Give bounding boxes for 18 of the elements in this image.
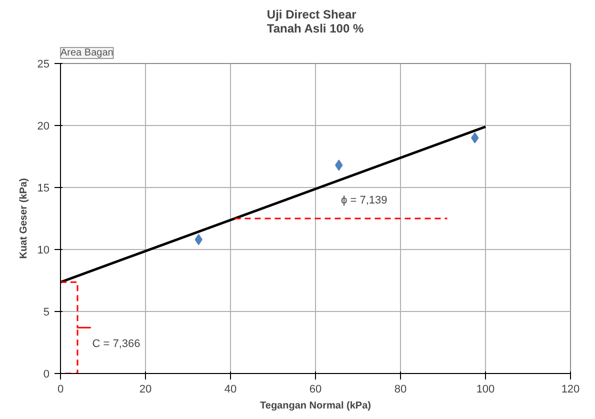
x-tick-label: 60 — [309, 384, 322, 396]
x-tick-label: 40 — [224, 384, 237, 396]
x-tick-label: 80 — [394, 384, 407, 396]
y-tick-label: 0 — [43, 368, 50, 380]
annotation: ϕ = 7,139 — [341, 194, 388, 206]
y-tick-label: 20 — [37, 120, 50, 132]
x-tick-label: 20 — [139, 384, 152, 396]
y-axis-title: Kuat Geser (kPa) — [18, 178, 30, 259]
annotation: C = 7,366 — [92, 338, 140, 350]
y-tick-label: 15 — [37, 182, 50, 194]
y-tick-label: 25 — [37, 58, 50, 70]
x-axis-title: Tegangan Normal (kPa) — [260, 400, 371, 412]
x-tick-label: 100 — [476, 384, 495, 396]
x-tick-label: 0 — [57, 384, 64, 396]
y-tick-label: 5 — [43, 306, 50, 318]
x-tick-label: 120 — [561, 384, 580, 396]
chart-title: Uji Direct Shear Tanah Asli 100 % — [266, 8, 364, 36]
y-tick-label: 10 — [37, 244, 50, 256]
